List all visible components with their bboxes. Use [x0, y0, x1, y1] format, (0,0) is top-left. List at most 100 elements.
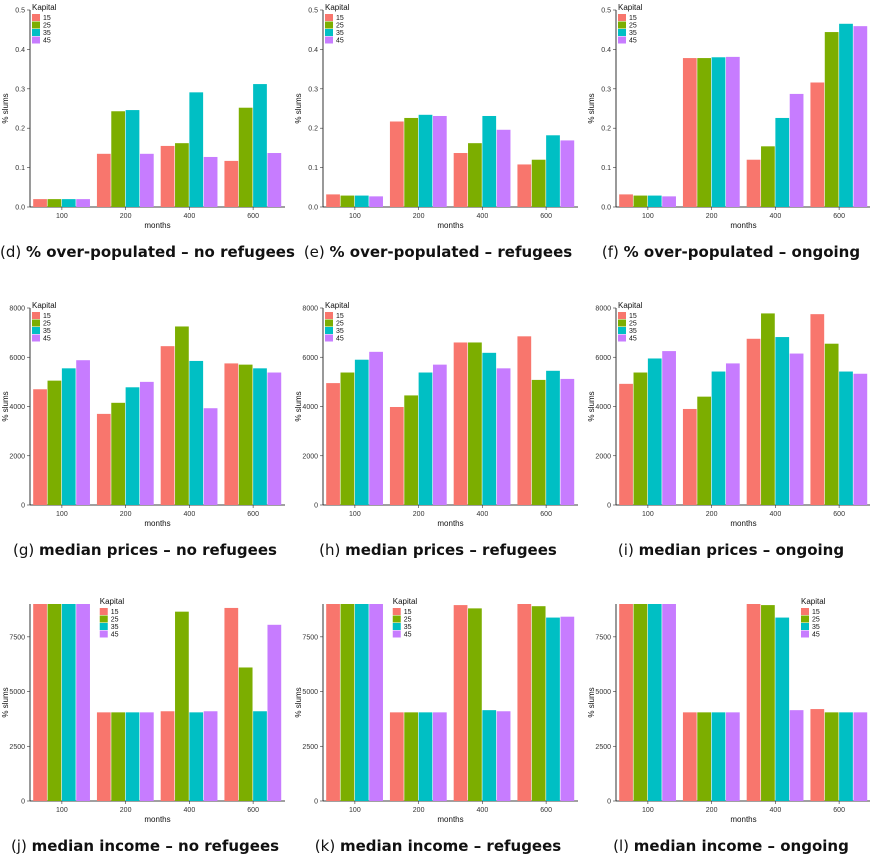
bar-400-kapital-35	[189, 92, 204, 207]
caption-title: median prices – ongoing	[638, 541, 845, 559]
y-axis-title: % slums	[1, 687, 10, 717]
legend-label-25: 25	[629, 23, 637, 30]
y-axis-title: % slums	[294, 687, 303, 717]
bar-600-kapital-45	[267, 372, 282, 505]
y-tick-label: 0.1	[601, 165, 611, 172]
bar-200-kapital-15	[389, 406, 404, 505]
bar-600-kapital-15	[517, 336, 532, 505]
y-tick-label: 0.2	[15, 126, 25, 133]
legend-swatch-35	[801, 623, 809, 630]
y-tick-label: 0.4	[308, 47, 318, 54]
bar-600-kapital-35	[253, 368, 267, 505]
x-tick-label: 400	[184, 807, 196, 814]
x-tick-label: 400	[770, 213, 782, 220]
bar-100-kapital-25	[47, 199, 62, 207]
bar-200-kapital-45	[725, 56, 740, 207]
caption-g: (g) median prices – no refugees	[0, 541, 290, 559]
bar-400-kapital-45	[496, 368, 511, 505]
legend-swatch-45	[392, 630, 401, 638]
caption-title: % over-populated – refugees	[329, 243, 573, 261]
legend-label-15: 15	[43, 15, 51, 22]
chart-panel-h: 0 2000 4000 6000 8000 % slums 100 200 400 600 mont…	[293, 298, 583, 568]
bar-400-kapital-45	[203, 711, 218, 801]
bar-200-kapital-35	[711, 712, 726, 801]
bar-200-kapital-25	[404, 712, 419, 801]
x-tick-label: 200	[706, 511, 718, 518]
legend-label-15: 15	[629, 15, 637, 22]
legend-swatch-45	[32, 334, 40, 342]
y-tick-label: 5000	[9, 689, 25, 696]
bar-600-kapital-25	[824, 343, 839, 505]
bar-600-kapital-15	[224, 160, 239, 207]
caption-j: (j) median income – no refugees	[0, 837, 290, 855]
legend-label-45: 45	[404, 632, 412, 639]
caption-label: (l)	[613, 837, 634, 855]
bar-200-kapital-45	[139, 153, 154, 207]
bar-100-kapital-45	[76, 199, 90, 207]
legend-swatch-45	[325, 36, 333, 44]
chart-svg-h: 0 2000 4000 6000 8000 % slums 100 200 400 600 mont…	[294, 301, 578, 528]
x-tick-label: 200	[120, 807, 132, 814]
y-tick-label: 7500	[302, 634, 318, 641]
bar-100-kapital-35	[61, 604, 76, 801]
legend-label-25: 25	[404, 617, 412, 624]
bar-100-kapital-15	[33, 389, 47, 505]
y-tick-label: 0	[21, 799, 25, 806]
y-axis-title: % slums	[587, 687, 596, 717]
legend-swatch-25	[801, 615, 809, 623]
bar-400-kapital-15	[746, 338, 761, 505]
bar-600-kapital-45	[560, 140, 575, 207]
bar-200-kapital-35	[125, 387, 140, 505]
x-tick-label: 200	[413, 511, 425, 518]
chart-panel-j: 0 2500 5000 7500 % slums 100 200 400 600 months Ka…	[0, 594, 290, 864]
caption-label: (j)	[10, 837, 32, 855]
bar-100-kapital-25	[633, 195, 648, 207]
x-tick-label: 600	[833, 807, 845, 814]
x-tick-label: 100	[56, 807, 68, 814]
legend-swatch-25	[99, 615, 108, 623]
bar-200-kapital-25	[111, 111, 126, 207]
bar-400-kapital-35	[189, 360, 204, 505]
legend-swatch-15	[392, 608, 401, 615]
legend-label-35: 35	[629, 30, 637, 37]
x-tick-label: 400	[770, 511, 782, 518]
y-tick-label: 0	[314, 799, 318, 806]
bar-600-kapital-25	[238, 667, 253, 801]
bar-200-kapital-45	[139, 712, 154, 801]
legend-swatch-25	[32, 21, 40, 29]
bar-600-kapital-45	[853, 373, 868, 505]
legend-swatch-15	[99, 608, 108, 615]
legend-swatch-35	[325, 29, 333, 36]
x-tick-label: 200	[120, 213, 132, 220]
legend-label-15: 15	[43, 313, 51, 320]
bar-600-kapital-25	[531, 379, 546, 505]
legend-swatch-15	[618, 14, 626, 21]
legend-label-25: 25	[336, 321, 344, 328]
bar-600-kapital-15	[810, 314, 825, 505]
legend-swatch-15	[32, 312, 40, 319]
legend-swatch-45	[325, 334, 333, 342]
bar-200-kapital-35	[125, 712, 140, 801]
bar-200-kapital-15	[96, 153, 111, 207]
y-tick-label: 6000	[595, 355, 611, 362]
bar-400-kapital-35	[189, 712, 204, 801]
bar-100-kapital-45	[369, 351, 383, 505]
caption-label: (g)	[13, 541, 40, 559]
bar-600-kapital-25	[238, 107, 253, 207]
legend-label-35: 35	[43, 30, 51, 37]
bar-600-kapital-35	[839, 712, 853, 801]
legend-swatch-25	[618, 319, 626, 327]
x-axis-title: months	[437, 221, 463, 230]
caption-d: (d) % over-populated – no refugees	[0, 243, 295, 261]
y-tick-label: 0.4	[601, 47, 611, 54]
bar-200-kapital-15	[96, 413, 111, 505]
legend-label-45: 45	[43, 336, 51, 343]
bar-600-kapital-15	[517, 164, 532, 207]
bar-200-kapital-15	[96, 712, 111, 801]
bar-600-kapital-45	[560, 378, 575, 505]
caption-k: (k) median income – refugees	[293, 837, 583, 855]
bar-100-kapital-25	[633, 372, 648, 505]
bar-600-kapital-35	[546, 135, 560, 207]
bar-400-kapital-15	[453, 605, 468, 801]
x-tick-label: 400	[477, 807, 489, 814]
